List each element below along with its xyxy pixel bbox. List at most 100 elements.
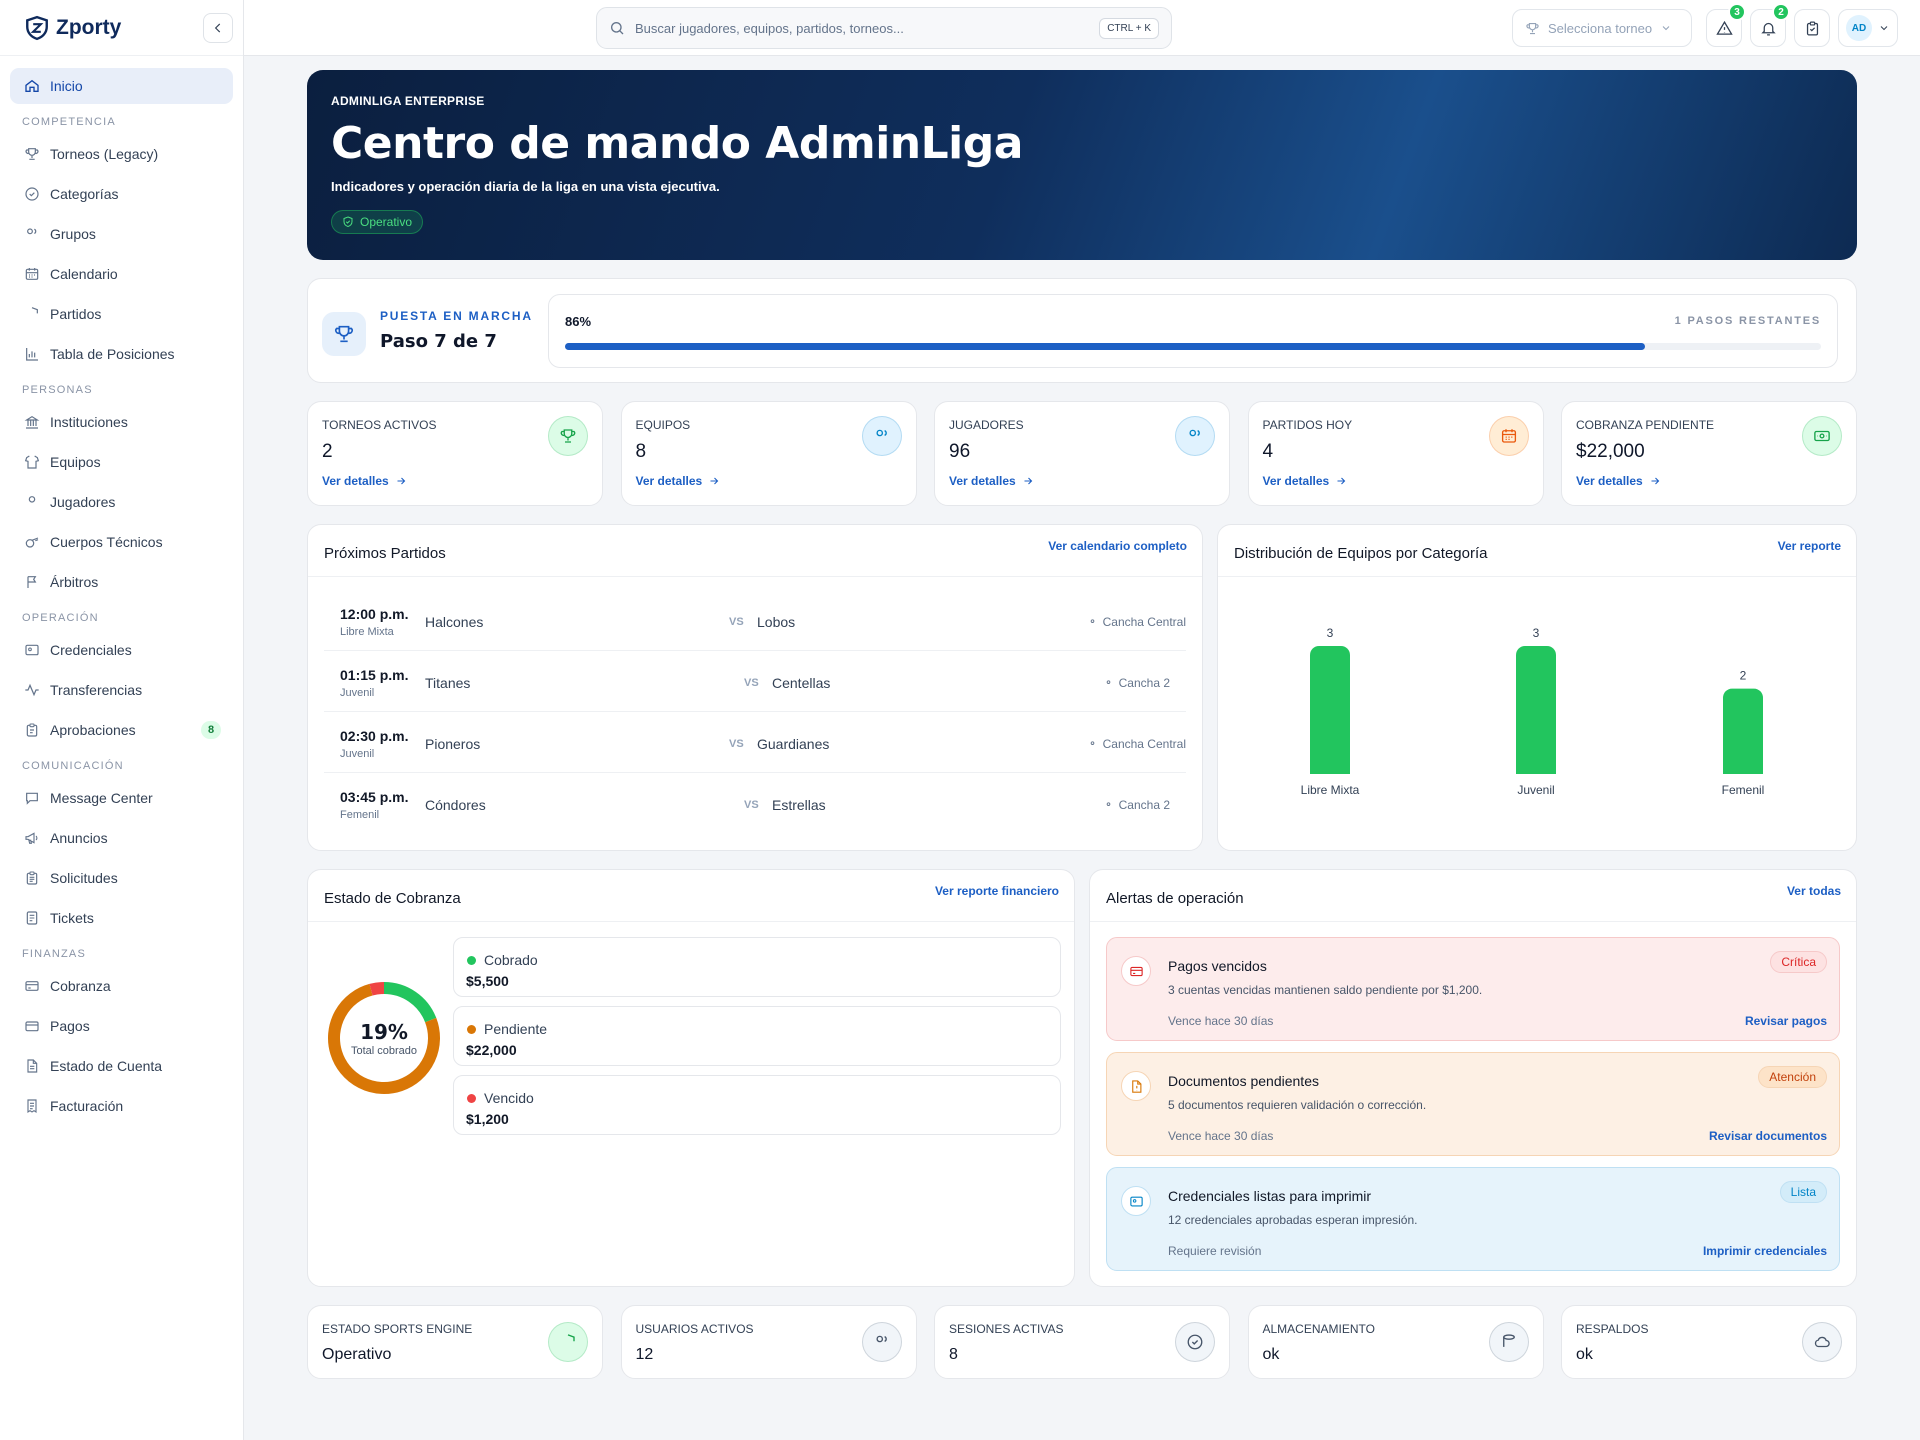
tournament-select[interactable]: Selecciona torneo [1512, 9, 1692, 47]
sidebar-item-message-center[interactable]: Message Center [10, 780, 233, 816]
alert-description: 12 credenciales aprobadas esperan impres… [1168, 1213, 1418, 1227]
match-home-team: Halcones [425, 614, 484, 630]
tasks-button[interactable] [1794, 9, 1830, 47]
sidebar-item-transferencias[interactable]: Transferencias [10, 672, 233, 708]
system-status-icon [1802, 1322, 1842, 1362]
match-row[interactable]: 03:45 p.m. Femenil Cóndores VS Estrellas Canc… [324, 774, 1186, 834]
view-details-link[interactable]: Ver detalles [1263, 474, 1348, 488]
sidebar-item-equipos[interactable]: Equipos [10, 444, 233, 480]
collection-percent-caption: Total cobrado [350, 1045, 418, 1057]
alert-action-link[interactable]: Revisar documentos [1708, 1129, 1827, 1143]
status-badge-label: Operativo [360, 215, 413, 229]
notifications-button[interactable]: 2 [1750, 3, 1790, 47]
system-status-value: ok [1576, 1346, 1593, 1363]
status-badge: Operativo [331, 210, 424, 234]
sidebar-item-árbitros[interactable]: Árbitros [10, 564, 233, 600]
alert-due: Vence hace 30 días [1168, 1014, 1274, 1028]
view-details-link[interactable]: Ver detalles [636, 474, 721, 488]
match-away-team: Guardianes [757, 736, 830, 752]
sidebar-section-title: COMUNICACIÓN [22, 760, 124, 772]
match-home-team: Cóndores [425, 797, 486, 813]
alert-action-link[interactable]: Revisar pagos [1744, 1014, 1827, 1028]
brand: Zporty [0, 0, 243, 56]
match-row[interactable]: 12:00 p.m. Libre Mixta Halcones VS Lobos Canc… [324, 591, 1186, 651]
view-details-link[interactable]: Ver detalles [1576, 474, 1661, 488]
sidebar-item-aprobaciones[interactable]: Aprobaciones 8 [10, 712, 233, 748]
stat-value: 96 [949, 441, 971, 462]
sidebar-item-pagos[interactable]: Pagos [10, 1008, 233, 1044]
sidebar-item-label: Estado de Cuenta [50, 1058, 163, 1074]
system-status-label: USUARIOS ACTIVOS [635, 1322, 754, 1336]
bar-2 [1723, 688, 1763, 774]
collapse-sidebar-button[interactable] [203, 13, 233, 43]
sidebar-item-anuncios[interactable]: Anuncios [10, 820, 233, 856]
sidebar-item-cuerpos-técnicos[interactable]: Cuerpos Técnicos [10, 524, 233, 560]
check-circle-icon [1187, 1334, 1203, 1350]
sidebar-item-solicitudes[interactable]: Solicitudes [10, 860, 233, 896]
view-calendar-link[interactable]: Ver calendario completo [1048, 539, 1187, 553]
match-home-team: Pioneros [425, 736, 481, 752]
view-details-link[interactable]: Ver detalles [322, 474, 407, 488]
bar-chart-icon [26, 348, 38, 361]
card-title: Distribución de Equipos por Categoría [1234, 545, 1488, 562]
hero-subtitle: Indicadores y operación diaria de la lig… [331, 179, 720, 194]
search-input[interactable]: Buscar jugadores, equipos, partidos, tor… [596, 7, 1172, 49]
calendar-icon [25, 268, 39, 280]
legend-value: $22,000 [466, 1042, 517, 1058]
search-icon [611, 22, 624, 35]
stat-value: 2 [322, 441, 333, 462]
receipt-icon [27, 1099, 37, 1114]
sidebar-item-label: Instituciones [50, 414, 128, 430]
sidebar-item-cobranza[interactable]: Cobranza [10, 968, 233, 1004]
system-status-icon [1175, 1322, 1215, 1362]
match-row[interactable]: 02:30 p.m. Juvenil Pioneros VS Guardianes Can… [324, 713, 1186, 773]
users-icon [27, 226, 40, 242]
alert-due: Requiere revisión [1168, 1244, 1262, 1258]
sidebar-item-credenciales[interactable]: Credenciales [10, 632, 233, 668]
onboarding-eyebrow: PUESTA EN MARCHA [380, 309, 533, 323]
view-details-link[interactable]: Ver detalles [949, 474, 1034, 488]
match-venue: Cancha Central [1086, 615, 1186, 629]
alert-severity-badge: Lista [1779, 1181, 1827, 1203]
sidebar-item-categorías[interactable]: Categorías [10, 176, 233, 212]
sidebar-item-estado-de-cuenta[interactable]: Estado de Cuenta [10, 1048, 233, 1084]
match-category: Juvenil [340, 748, 375, 760]
onboarding-step: Paso 7 de 7 [380, 331, 497, 352]
sidebar-item-grupos[interactable]: Grupos [10, 216, 233, 252]
collection-donut-chart [328, 982, 440, 1094]
view-all-alerts-link[interactable]: Ver todas [1786, 884, 1841, 898]
alert-action-link[interactable]: Imprimir credenciales [1702, 1244, 1827, 1258]
stat-value: $22,000 [1576, 441, 1645, 462]
sidebar-item-jugadores[interactable]: Jugadores [10, 484, 233, 520]
sidebar-nav: Inicio COMPETENCIA Torneos (Legacy) Catego… [0, 56, 243, 1124]
alerts-button[interactable]: 3 [1706, 3, 1746, 47]
whistle-icon [25, 537, 39, 548]
match-row[interactable]: 01:15 p.m. Juvenil Titanes VS Centellas Canch… [324, 652, 1186, 712]
legend-value: $1,200 [466, 1111, 509, 1127]
match-venue: Cancha 2 [1102, 798, 1170, 812]
map-pin-icon [1090, 740, 1094, 745]
sidebar-item-label: Jugadores [50, 494, 116, 510]
sidebar-item-torneos-legacy[interactable]: Torneos (Legacy) [10, 136, 233, 172]
system-status-card: ESTADO SPORTS ENGINE Operativo [307, 1305, 603, 1379]
match-category: Femenil [340, 809, 380, 821]
arrow-right-icon [1024, 477, 1032, 485]
sidebar-item-label: Facturación [50, 1098, 124, 1114]
sidebar-item-inicio[interactable]: Inicio [10, 68, 233, 104]
sidebar-item-label: Solicitudes [50, 870, 118, 886]
donut-slice-0 [383, 982, 437, 1023]
sidebar-item-facturación[interactable]: Facturación [10, 1088, 233, 1124]
financial-report-link[interactable]: Ver reporte financiero [934, 884, 1059, 898]
sidebar-item-partidos[interactable]: Partidos [10, 296, 233, 332]
sidebar-item-calendario[interactable]: Calendario [10, 256, 233, 292]
donut-center: 19% Total cobrado [324, 1020, 444, 1057]
legend-name: Vencido [484, 1090, 534, 1106]
sidebar-item-tabla-de-posiciones[interactable]: Tabla de Posiciones [10, 336, 233, 372]
sidebar-item-tickets[interactable]: Tickets [10, 900, 233, 936]
sidebar-item-instituciones[interactable]: Instituciones [10, 404, 233, 440]
activity-icon [25, 683, 39, 697]
bar-value-label: 3 [1327, 626, 1334, 640]
view-details-label: Ver detalles [1576, 474, 1643, 488]
user-menu-button[interactable]: AD [1838, 9, 1898, 47]
view-report-link[interactable]: Ver reporte [1777, 539, 1841, 553]
